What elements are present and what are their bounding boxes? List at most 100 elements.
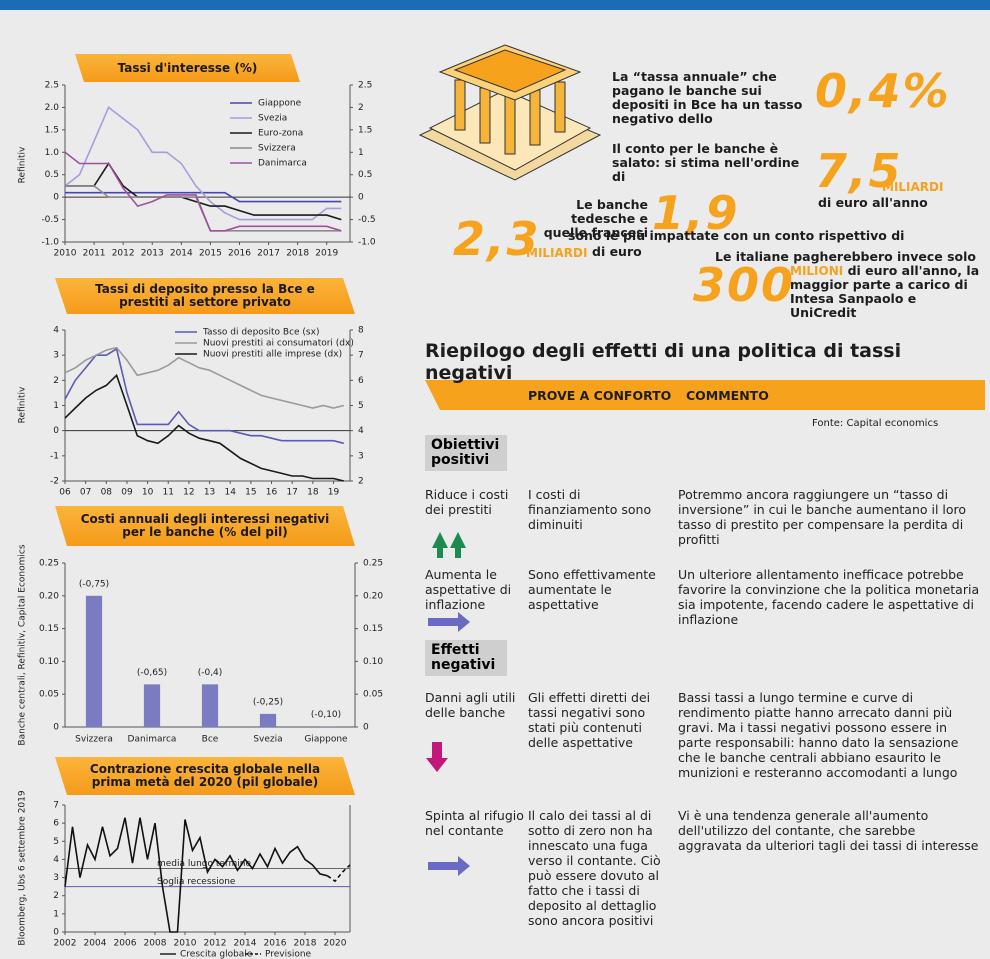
table-cell: Potremmo ancora raggiungere un “tasso di… bbox=[678, 487, 983, 547]
infographic: Refinitiv-1.0-0.500.51.01.52.02.5-1.0-0.… bbox=[0, 0, 990, 959]
x-tick-label: 10 bbox=[142, 488, 154, 498]
x-tick-label: 16 bbox=[266, 488, 278, 498]
y2-tick-label: 0 bbox=[363, 723, 369, 733]
defr-rest: di euro bbox=[592, 245, 642, 259]
x-tick-label: Svezia bbox=[253, 735, 282, 745]
y2-tick-label: 2 bbox=[358, 477, 364, 487]
tax-text: La “tassa annuale” che pagano le banche … bbox=[612, 70, 817, 126]
series-line bbox=[65, 375, 344, 481]
y2-tick-label: -1.0 bbox=[358, 238, 376, 248]
y2-tick-label: 2.5 bbox=[358, 81, 372, 91]
y2-tick-label: 8 bbox=[358, 326, 364, 336]
bar-annotation: (-0,25) bbox=[253, 697, 283, 707]
x-tick-label: 13 bbox=[204, 488, 215, 498]
table-cell: Bassi tassi a lungo termine e curve di r… bbox=[678, 690, 983, 780]
table-cell: Aumenta le aspettative di inflazione bbox=[425, 567, 525, 612]
reference-label: Soglia recessione bbox=[157, 877, 236, 887]
x-tick-label: 2014 bbox=[234, 939, 257, 949]
x-tick-label: 2012 bbox=[204, 939, 227, 949]
y2-tick-label: 0 bbox=[358, 193, 364, 203]
table-header: PROVE A CONFORTO bbox=[528, 388, 671, 403]
bar-annotation: (-0,75) bbox=[79, 579, 109, 589]
x-tick-label: 2016 bbox=[228, 249, 251, 259]
x-tick-label: 2020 bbox=[324, 939, 347, 949]
x-tick-label: 11 bbox=[163, 488, 174, 498]
y2-tick-label: 0.15 bbox=[363, 624, 383, 634]
y-tick-label: 4 bbox=[53, 855, 59, 865]
x-tick-label: 15 bbox=[245, 488, 256, 498]
y-tick-label: 2.0 bbox=[45, 103, 60, 113]
y-tick-label: 2 bbox=[53, 891, 59, 901]
y2-tick-label: 7 bbox=[358, 351, 364, 361]
defr-unit: MILIARDI bbox=[526, 246, 587, 260]
y2-tick-label: 0.20 bbox=[363, 591, 383, 601]
series-line bbox=[65, 349, 344, 443]
x-tick-label: 2004 bbox=[84, 939, 107, 949]
x-tick-label: 2013 bbox=[141, 249, 164, 259]
x-tick-label: 2018 bbox=[294, 939, 317, 949]
chart-title: Contrazione crescita globale nella prima… bbox=[55, 757, 355, 795]
defr-text2: sono le più impattate con un conto rispe… bbox=[568, 229, 904, 243]
table-cell: I costi di finanziamento sono diminuiti bbox=[528, 487, 670, 532]
y-tick-label: 1.5 bbox=[45, 125, 59, 135]
tax-figure: 0,4% bbox=[815, 68, 951, 114]
chart-title: Costi annuali degli interessi negativi p… bbox=[55, 506, 355, 546]
x-tick-label: Giappone bbox=[304, 735, 348, 745]
table-cell: Il calo dei tassi al di sotto di zero no… bbox=[528, 808, 670, 928]
y-tick-label: 6 bbox=[53, 819, 59, 829]
legend-label: Danimarca bbox=[258, 159, 307, 169]
x-tick-label: 2014 bbox=[170, 249, 193, 259]
chart-title: Tassi d'interesse (%) bbox=[75, 54, 300, 82]
x-tick-label: 2002 bbox=[54, 939, 77, 949]
x-tick-label: 2011 bbox=[83, 249, 106, 259]
y2-tick-label: 0.5 bbox=[358, 170, 372, 180]
table-cell: Danni agli utili delle banche bbox=[425, 690, 525, 720]
table-cell: Un ulteriore allentamento inefficace pot… bbox=[678, 567, 983, 627]
y-tick-label: 0.25 bbox=[39, 559, 59, 569]
source-label: Refinitiv bbox=[18, 146, 28, 183]
x-tick-label: Bce bbox=[202, 735, 219, 745]
series-line bbox=[328, 865, 351, 881]
x-tick-label: 2006 bbox=[114, 939, 137, 949]
x-tick-label: 06 bbox=[59, 488, 71, 498]
y-tick-label: 4 bbox=[53, 326, 59, 336]
bar bbox=[202, 684, 218, 727]
x-tick-label: 17 bbox=[286, 488, 297, 498]
x-tick-label: 2017 bbox=[257, 249, 280, 259]
y2-tick-label: 3 bbox=[358, 451, 364, 461]
y-tick-label: 7 bbox=[53, 801, 59, 811]
legend-label: Previsione bbox=[265, 950, 312, 959]
legend-label: Crescita globale bbox=[180, 950, 253, 959]
x-tick-label: 2018 bbox=[286, 249, 309, 259]
source-label: Refinitiv bbox=[18, 386, 28, 423]
y2-tick-label: 0.10 bbox=[363, 657, 383, 667]
x-tick-label: 2019 bbox=[315, 249, 338, 259]
y-tick-label: 0 bbox=[53, 928, 59, 938]
table-cell: Vi è una tendenza generale all'aumento d… bbox=[678, 808, 983, 853]
x-tick-label: 12 bbox=[183, 488, 194, 498]
y-tick-label: 1 bbox=[53, 909, 59, 919]
x-tick-label: 2008 bbox=[144, 939, 167, 949]
legend-label: Svezia bbox=[258, 114, 287, 124]
table-cell: Spinta al rifugio nel contante bbox=[425, 808, 525, 838]
x-tick-label: 2010 bbox=[54, 249, 77, 259]
y2-tick-label: 6 bbox=[358, 376, 364, 386]
y-tick-label: 2.5 bbox=[45, 81, 59, 91]
y-tick-label: 3 bbox=[53, 873, 59, 883]
y-tick-label: 0.20 bbox=[39, 591, 59, 601]
it-figure: 300 bbox=[693, 262, 795, 308]
legend-label: Tasso di deposito Bce (sx) bbox=[202, 328, 319, 338]
y-tick-label: -0.5 bbox=[41, 215, 59, 225]
bar bbox=[260, 714, 276, 727]
x-tick-label: 19 bbox=[328, 488, 340, 498]
y-tick-label: 5 bbox=[53, 837, 59, 847]
y2-tick-label: 0.05 bbox=[363, 690, 383, 700]
source-label: Banche centrali, Refinitiv, Capital Econ… bbox=[18, 544, 28, 745]
section-title: Effetti negativi bbox=[425, 640, 507, 676]
table-cell: Gli effetti diretti dei tassi negativi s… bbox=[528, 690, 670, 750]
bar-annotation: (-0,65) bbox=[137, 668, 167, 678]
chart-title: Tassi di deposito presso la Bce e presti… bbox=[55, 278, 355, 314]
y2-tick-label: 4 bbox=[358, 426, 364, 436]
it-unit: MILIONI bbox=[790, 264, 843, 278]
x-tick-label: Danimarca bbox=[128, 735, 177, 745]
